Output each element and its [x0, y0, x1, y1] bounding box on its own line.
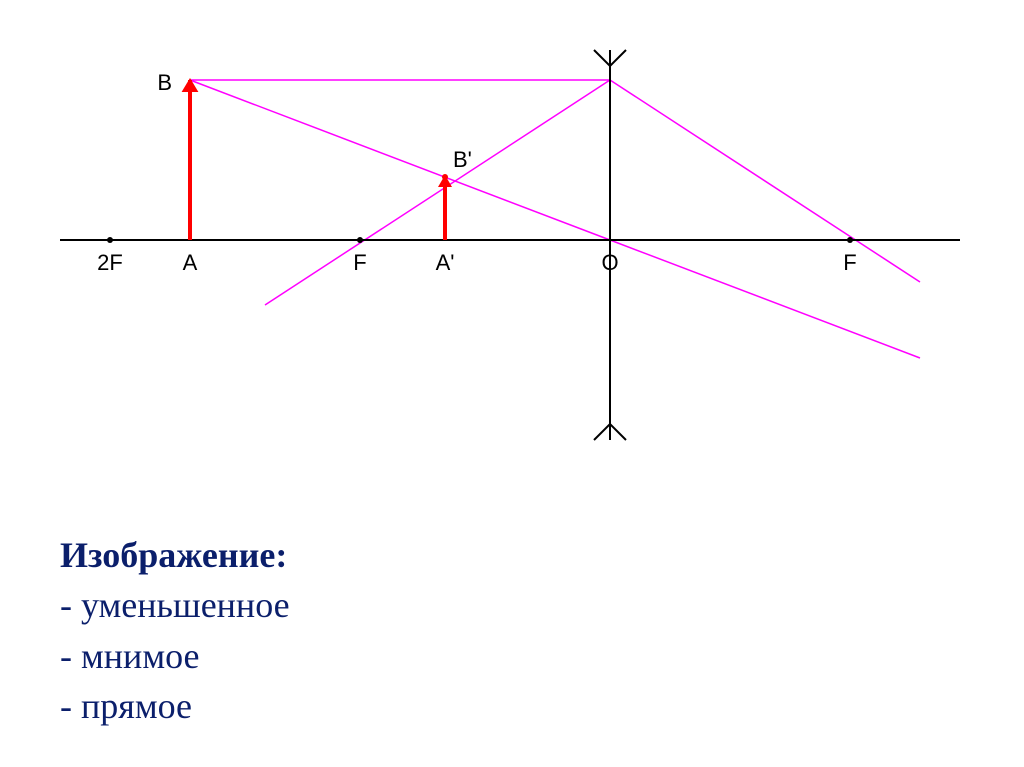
svg-text:F: F — [843, 250, 856, 275]
svg-text:B: B — [157, 70, 172, 95]
image-description: Изображение: - уменьшенное - мнимое - пр… — [60, 530, 290, 732]
caption-item-0: - уменьшенное — [60, 580, 290, 630]
lens-diagram: 2FAFA'OFBB' — [50, 20, 970, 480]
svg-text:F: F — [353, 250, 366, 275]
svg-text:B': B' — [453, 147, 472, 172]
svg-text:A: A — [183, 250, 198, 275]
caption-item-1: - мнимое — [60, 631, 290, 681]
svg-text:2F: 2F — [97, 250, 123, 275]
caption-item-2: - прямое — [60, 681, 290, 731]
svg-text:A': A' — [436, 250, 455, 275]
caption-heading: Изображение: — [60, 530, 290, 580]
